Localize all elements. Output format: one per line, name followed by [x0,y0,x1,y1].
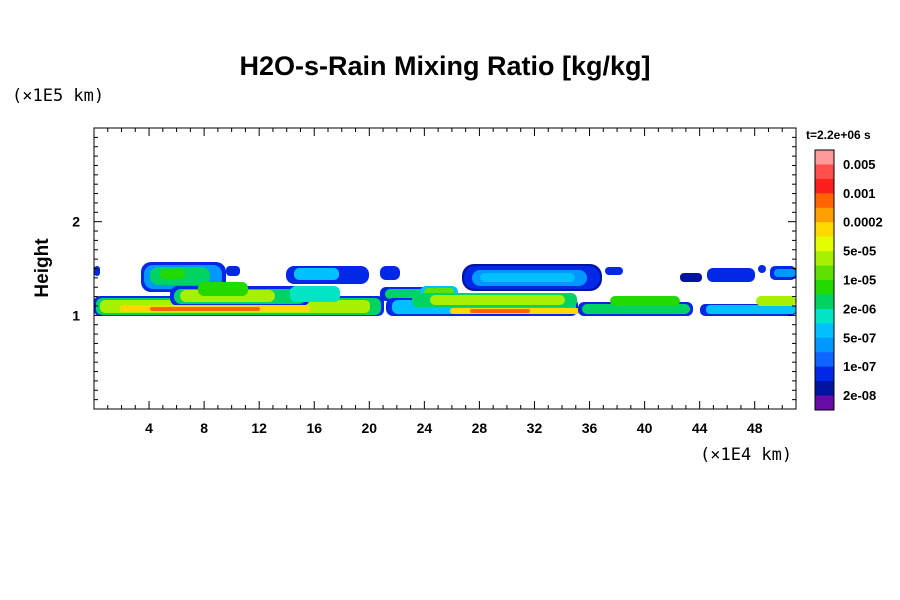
colorbar-swatch [815,236,834,252]
colorbar-label: 2e-06 [843,301,876,316]
x-tick-label: 28 [472,420,488,436]
contour-field [94,262,796,316]
colorbar-swatch [815,366,834,382]
x-tick-label: 32 [527,420,543,436]
colorbar-swatch [815,178,834,194]
y-tick-label: 1 [72,307,80,323]
colorbar-swatch [815,193,834,209]
colorbar-time-label: t=2.2e+06 s [806,128,871,142]
colorbar-swatch [815,222,834,238]
x-tick-label: 12 [251,420,267,436]
x-tick-label: 48 [747,420,763,436]
x-tick-label: 40 [637,420,653,436]
colorbar-swatch [815,308,834,324]
colorbar-swatch [815,395,834,411]
y-tick-label: 2 [72,214,80,230]
x-tick-label: 4 [145,420,153,436]
chart-title: H2O-s-Rain Mixing Ratio [kg/kg] [239,51,650,81]
colorbar-label: 1e-07 [843,359,876,374]
colorbar-swatch [815,207,834,223]
x-tick-label: 24 [417,420,433,436]
y-axis-unit: (×1E5 km) [12,86,104,106]
colorbar-label: 0.001 [843,186,876,201]
colorbar-swatch [815,251,834,266]
y-axis: 12 [72,136,796,401]
colorbar-swatch [815,352,834,368]
y-axis-label: Height [32,238,53,298]
x-tick-label: 44 [692,420,708,436]
lower-rain-band [94,282,796,316]
colorbar-swatch [815,323,834,339]
x-tick-label: 8 [200,420,208,436]
colorbar-swatch [815,150,834,165]
colorbar-swatch [815,381,834,396]
x-axis: 4 8 12 16 20 24 28 32 36 40 44 48 [107,128,783,436]
colorbar-label: 2e-08 [843,388,876,403]
colorbar-label: 5e-05 [843,244,876,259]
colorbar-label: 1e-05 [843,273,876,288]
x-tick-label: 16 [306,420,322,436]
colorbar-swatch [815,337,834,353]
colorbar-label: 5e-07 [843,330,876,345]
colorbar-swatch [815,164,834,180]
colorbar-label: 0.0002 [843,215,883,230]
x-tick-label: 20 [362,420,378,436]
x-tick-label: 36 [582,420,598,436]
colorbar: 0.005 0.001 0.0002 5e-05 1e-05 2e-06 5e-07 1e-0… [814,149,883,411]
plot-area: 4 8 12 16 20 24 28 32 36 40 44 48 12 [72,127,797,436]
colorbar-frame [814,149,835,411]
colorbar-swatch [815,294,834,310]
x-axis-unit: (×1E4 km) [700,445,792,465]
colorbar-swatch [815,280,834,295]
colorbar-swatch [815,265,834,281]
colorbar-label: 0.005 [843,157,876,172]
